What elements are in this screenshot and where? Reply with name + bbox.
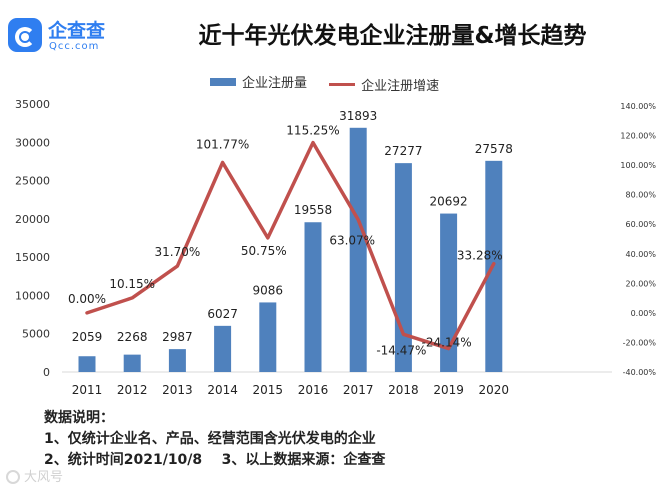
brand-name: 企查查 (48, 20, 106, 42)
chart-legend: 企业注册量 企业注册增速 (210, 72, 457, 94)
y-left-tick-label: 10000 (15, 289, 50, 302)
line-value-label: 10.15% (109, 277, 155, 291)
x-tick-label: 2015 (253, 383, 284, 397)
bar-value-label: 2268 (117, 330, 148, 344)
legend-item-bar: 企业注册量 (210, 72, 307, 91)
line-value-label: 63.07% (329, 234, 375, 248)
y-left-tick-label: 25000 (15, 175, 50, 188)
bar-value-label: 9086 (253, 283, 284, 297)
y-left-tick-label: 20000 (15, 213, 50, 226)
line-value-label: 50.75% (241, 244, 287, 258)
brand-sub: Qcc.com (49, 41, 100, 52)
x-tick-label: 2019 (433, 383, 464, 397)
legend-swatch-line (329, 82, 356, 86)
y-right-tick-label: 60.00% (625, 220, 656, 229)
notes-line-2: 2、统计时间2021/10/8 3、以上数据来源：企查查 (44, 452, 386, 468)
x-tick-label: 2020 (479, 383, 510, 397)
legend-swatch-bar (210, 77, 236, 86)
brand-logo: 企查查 Qcc.com (8, 16, 128, 56)
y-left-tick-label: 15000 (15, 251, 50, 264)
watermark: 大风号 (6, 466, 63, 485)
bar (440, 213, 458, 372)
chart-title: 近十年光伏发电企业注册量&增长趋势 (198, 23, 587, 49)
bar (214, 325, 232, 372)
bar-value-label: 31893 (339, 109, 377, 123)
y-right-tick-label: 140.00% (620, 102, 656, 111)
bar (123, 354, 141, 372)
qcc-logo-icon (8, 18, 42, 52)
watermark-icon (6, 470, 20, 484)
y-left-tick-label: 35000 (15, 98, 50, 111)
bar-value-label: 2987 (162, 330, 193, 344)
watermark-text: 大风号 (24, 470, 64, 485)
line-value-label: 115.25% (286, 124, 339, 138)
line-value-label: 31.70% (155, 245, 201, 259)
y-left-tick-label: 0 (43, 366, 50, 379)
y-right-tick-label: 80.00% (625, 191, 656, 200)
bar-value-label: 27277 (384, 144, 422, 158)
x-tick-label: 2018 (388, 383, 419, 397)
y-right-tick-label: -40.00% (623, 368, 657, 377)
bar (259, 302, 277, 372)
bar (78, 356, 96, 372)
bar-value-label: 20692 (430, 195, 468, 209)
y-left-tick-label: 5000 (22, 328, 50, 341)
y-right-tick-label: 0.00% (631, 309, 657, 318)
bar-value-label: 19558 (294, 203, 332, 217)
bar (394, 163, 412, 372)
y-right-tick-label: -20.00% (623, 338, 657, 347)
notes-line-1: 1、仅统计企业名、产品、经营范围含光伏发电的企业 (44, 431, 376, 447)
x-tick-label: 2016 (298, 383, 329, 397)
y-right-tick-label: 20.00% (625, 279, 656, 288)
bar-value-label: 6027 (207, 307, 238, 321)
legend-label-line: 企业注册增速 (361, 78, 440, 94)
y-right-tick-label: 100.00% (620, 161, 656, 170)
bar (349, 127, 367, 372)
x-tick-label: 2014 (207, 383, 238, 397)
legend-label-bar: 企业注册量 (242, 76, 308, 91)
bar (304, 222, 322, 372)
data-notes: 数据说明： 1、仅统计企业名、产品、经营范围含光伏发电的企业 2、统计时间202… (44, 408, 385, 471)
x-tick-label: 2013 (162, 383, 193, 397)
y-left-tick-label: 30000 (15, 136, 50, 149)
line-value-label: 101.77% (196, 137, 249, 151)
y-right-tick-label: 120.00% (620, 132, 656, 141)
line-value-label: -14.47% (376, 343, 426, 357)
line-value-label: 33.28% (457, 249, 503, 263)
bar-value-label: 2059 (72, 330, 103, 344)
notes-heading: 数据说明： (44, 410, 114, 426)
x-tick-label: 2011 (72, 383, 103, 397)
x-tick-label: 2017 (343, 383, 374, 397)
x-tick-label: 2012 (117, 383, 148, 397)
bar-value-label: 27578 (475, 142, 513, 156)
y-right-tick-label: 40.00% (625, 250, 656, 259)
growth-rate-line (85, 140, 496, 351)
bar (168, 349, 186, 372)
line-value-label: -24.14% (422, 336, 472, 350)
legend-item-line: 企业注册增速 (329, 75, 439, 94)
line-value-label: 0.00% (68, 292, 106, 306)
